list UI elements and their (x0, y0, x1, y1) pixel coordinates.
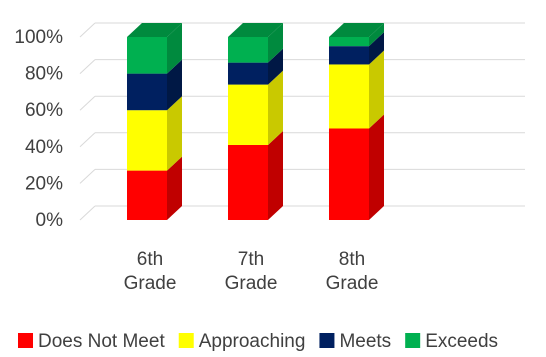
bar-segment (329, 32, 384, 65)
x-category-label: 7th Grade (225, 249, 278, 294)
legend: Does Not Meet Approaching Meets Exceeds (18, 331, 498, 352)
legend-item: Approaching (178, 331, 306, 352)
bar-segment (127, 96, 182, 171)
bar-segment (127, 156, 182, 220)
legend-swatch (178, 333, 194, 348)
bar-stack (228, 23, 283, 220)
legend-swatch (405, 333, 421, 348)
bar-segment (329, 50, 384, 129)
bar-stack (127, 23, 182, 220)
x-category-label: 8th Grade (326, 249, 379, 294)
legend-label: Meets (339, 331, 391, 352)
legend-item: Exceeds (405, 331, 498, 352)
bar-segment (228, 70, 283, 145)
x-axis-category-labels: 6th Grade 7th Grade 8th Grade (124, 249, 379, 294)
bar-segment (127, 23, 182, 74)
legend-item: Meets (319, 331, 391, 352)
x-category-label: 6th Grade (124, 249, 177, 294)
legend-swatch (319, 333, 335, 348)
y-tick-label: 0% (36, 210, 64, 231)
y-tick-label: 100% (14, 27, 63, 48)
bar-segment (228, 23, 283, 63)
legend-swatch (18, 333, 33, 348)
legend-label: Exceeds (425, 331, 498, 352)
bar-segment (127, 59, 182, 111)
y-axis-tick-labels: 0% 20% 40% 60% 80% 100% (14, 27, 63, 231)
bars (127, 23, 384, 220)
y-tick-label: 40% (25, 137, 63, 158)
bar-segment (228, 130, 283, 220)
y-tick-label: 80% (25, 64, 63, 85)
legend-label: Does Not Meet (38, 331, 165, 352)
bar-stack (329, 23, 384, 220)
legend-item: Does Not Meet (18, 331, 165, 352)
legend-label: Approaching (199, 331, 306, 352)
y-tick-label: 20% (25, 173, 63, 194)
y-tick-label: 60% (25, 100, 63, 121)
bar-segment (228, 48, 283, 85)
bar-segment (329, 114, 384, 220)
bar-segment (329, 23, 384, 47)
